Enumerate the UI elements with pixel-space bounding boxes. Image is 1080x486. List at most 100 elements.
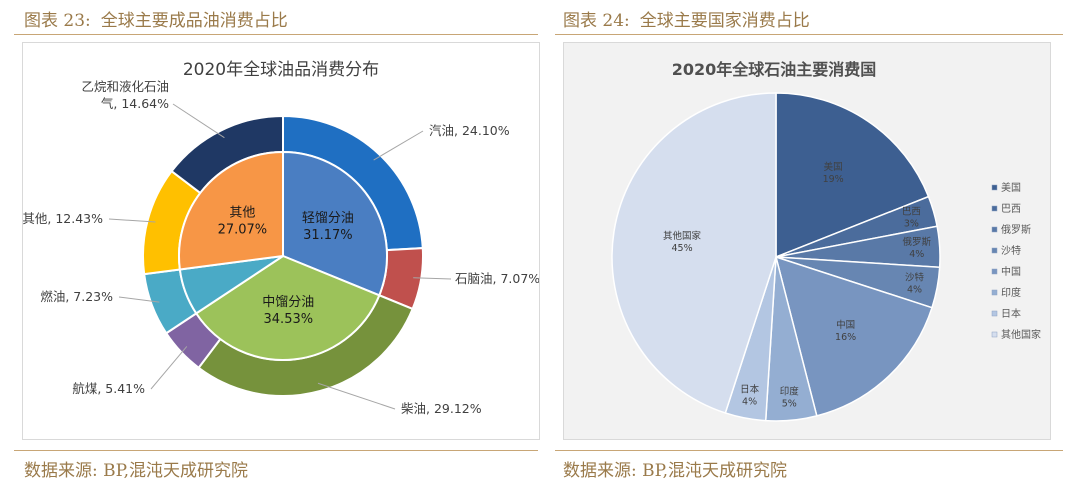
inner-label-value-1: 34.53% [264, 312, 314, 327]
outer-label-0: 汽油, 24.10% [429, 123, 510, 138]
oil-products-donut-chart: 2020年全球油品消费分布 轻馏分油 31.17% 中馏分油 34.53% 其他 27.0… [22, 60, 540, 416]
chart-title: 2020年全球石油主要消费国 [672, 60, 877, 79]
pie-label-name-0: 美国 [824, 161, 843, 173]
outer-label-line-5-0: 其他, 12.43% [23, 211, 103, 226]
figure-24-caption: 全球主要国家消费占比 [639, 11, 810, 31]
inner-segment-1 [194, 254, 381, 361]
legend-swatch-6 [991, 310, 998, 317]
outer-label-4: 燃油, 7.23% [40, 289, 113, 304]
pie-label-6: 日本 4% [740, 384, 760, 408]
figure-24-top-rule [555, 34, 1063, 35]
leader-line-2 [317, 382, 396, 410]
pie-labels: 美国 19%巴西 3%俄罗斯 4%沙特 4%中国 16%印度 5%日本 4%其他国家 45% [663, 161, 931, 410]
outer-label-line-0-0: 汽油, 24.10% [429, 123, 510, 138]
figure-24-bottom-rule [555, 450, 1063, 451]
outer-label-1: 石脑油, 7.07% [455, 271, 539, 286]
legend-label-6: 日本 [1001, 307, 1021, 320]
outer-label-6: 乙烷和液化石油气, 14.64% [81, 79, 169, 111]
pie-label-value-0: 19% [823, 174, 844, 185]
legend-swatch-2 [991, 226, 998, 233]
oil-countries-pie-chart: 2020年全球石油主要消费国 美国 19%巴西 3%俄罗斯 4%沙特 4%中国 16%印度… [611, 60, 1041, 422]
leader-line-4 [118, 296, 160, 303]
pie-label-value-5: 5% [782, 398, 797, 409]
leader-line-3 [150, 346, 188, 390]
pie-label-value-4: 16% [835, 332, 856, 343]
pie-label-7: 其他国家 45% [663, 230, 702, 254]
pie-label-value-6: 4% [742, 397, 757, 408]
figure-24-title: 图表 24: 全球主要国家消费占比 [563, 6, 810, 31]
outer-labels: 汽油, 24.10% 石脑油, 7.07% 柴油, 29.12% 航煤, 5.41% 燃… [22, 79, 540, 416]
outer-label-2: 柴油, 29.12% [401, 401, 482, 416]
inner-label-name-1: 中馏分油 [262, 295, 314, 310]
leader-line-1 [413, 277, 452, 280]
pie-slices [611, 92, 941, 422]
figure-24-label: 图表 24: [563, 11, 630, 31]
pie-label-5: 印度 5% [780, 385, 800, 409]
leader-line-6 [172, 103, 225, 139]
pie-label-name-2: 俄罗斯 [903, 236, 932, 248]
inner-label-value-0: 31.17% [303, 228, 353, 243]
chart-title: 2020年全球油品消费分布 [183, 60, 379, 80]
outer-ring [142, 114, 424, 397]
pie-label-0: 美国 19% [823, 161, 844, 185]
legend-label-4: 中国 [1001, 265, 1021, 278]
legend-swatch-0 [991, 184, 998, 191]
inner-label-3: 其他 27.07% [218, 205, 268, 237]
outer-label-line-1-0: 石脑油, 7.07% [455, 271, 539, 286]
pie-label-name-5: 印度 [780, 385, 800, 397]
legend-label-1: 巴西 [1001, 203, 1021, 215]
pie-label-value-1: 3% [904, 219, 919, 230]
legend-label-2: 俄罗斯 [1001, 223, 1031, 236]
figure-23-caption: 全球主要成品油消费占比 [100, 11, 288, 31]
inner-label-name-0: 轻馏分油 [302, 211, 354, 226]
outer-label-line-6-0: 乙烷和液化石油 [81, 79, 169, 94]
legend-swatch-1 [991, 205, 998, 212]
outer-label-line-4-0: 燃油, 7.23% [40, 289, 113, 304]
pie-label-name-7: 其他国家 [663, 230, 702, 242]
figure-23-label: 图表 23: [24, 11, 91, 31]
pie-slice-0 [775, 92, 930, 259]
leader-line-5 [108, 218, 156, 223]
pie-label-name-4: 中国 [836, 319, 855, 331]
legend-label-5: 印度 [1001, 286, 1021, 299]
outer-label-3: 航煤, 5.41% [72, 381, 145, 396]
leader-line-0 [373, 130, 424, 161]
pie-label-1: 巴西 3% [902, 207, 921, 230]
legend-swatch-4 [991, 268, 998, 275]
pie-label-value-7: 45% [671, 243, 692, 254]
legend-label-7: 其他国家 [1001, 328, 1041, 341]
inner-segment-0 [282, 150, 388, 297]
inner-label-0: 轻馏分油 31.17% [302, 211, 354, 243]
figure-23-source: 数据来源: BP,混沌天成研究院 [24, 461, 249, 481]
inner-pie: 轻馏分油 31.17% 中馏分油 34.53% 其他 27.07% [178, 150, 388, 361]
outer-label-line-6-1: 气, 14.64% [101, 96, 169, 111]
pie-label-2: 俄罗斯 4% [903, 236, 932, 260]
oil-products-chart-frame: 2020年全球油品消费分布 轻馏分油 31.17% 中馏分油 34.53% 其他 27.0… [22, 42, 540, 440]
outer-label-line-2-0: 柴油, 29.12% [401, 401, 482, 416]
pie-label-name-3: 沙特 [905, 271, 925, 283]
legend-swatch-7 [991, 331, 998, 338]
pie-slice-7 [611, 92, 777, 414]
inner-label-1: 中馏分油 34.53% [262, 295, 314, 327]
inner-segment-3 [178, 150, 284, 271]
figure-23-bottom-rule [14, 450, 538, 451]
outer-label-5: 其他, 12.43% [23, 211, 103, 226]
figure-24-source: 数据来源: BP,混沌天成研究院 [563, 461, 788, 481]
figure-23-top-rule [14, 34, 538, 35]
legend-swatch-3 [991, 247, 998, 254]
outer-label-line-3-0: 航煤, 5.41% [72, 381, 145, 396]
legend-swatch-5 [991, 289, 998, 296]
pie-label-4: 中国 16% [835, 319, 856, 343]
pie-label-name-1: 巴西 [902, 207, 921, 218]
legend-label-3: 沙特 [1001, 245, 1021, 257]
figure-23-title: 图表 23: 全球主要成品油消费占比 [24, 6, 288, 31]
pie-label-3: 沙特 4% [905, 271, 925, 295]
inner-label-name-3: 其他 [229, 205, 255, 220]
inner-label-value-3: 27.07% [218, 222, 268, 237]
pie-slice-4 [774, 255, 933, 417]
oil-countries-chart-frame: 2020年全球石油主要消费国 美国 19% 巴西 3% 俄罗斯 4% 沙特 4% 中国 16% 印度… [563, 42, 1051, 440]
pie-label-name-6: 日本 [740, 384, 760, 396]
legend-label-0: 美国 [1001, 181, 1021, 194]
pie-label-value-3: 4% [907, 284, 922, 295]
